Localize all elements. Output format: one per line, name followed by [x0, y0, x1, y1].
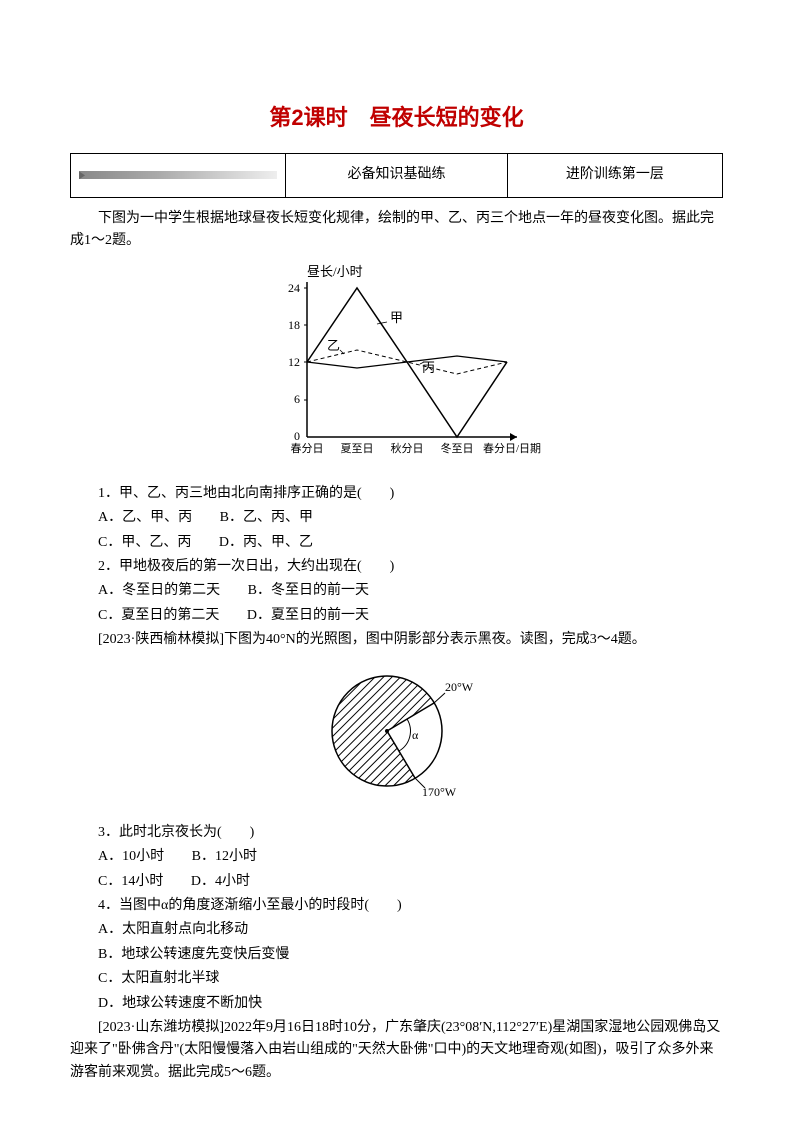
ytick-18: 18	[288, 318, 300, 332]
q3-options-row1: A．10小时 B．12小时	[70, 846, 723, 868]
q3-optB: B．12小时	[192, 849, 257, 864]
page-title: 第2课时 昼夜长短的变化	[70, 100, 723, 135]
q2-optB: B．冬至日的前一天	[248, 583, 369, 598]
q3-stem: 3．此时北京夜长为( )	[70, 822, 723, 844]
header-cell-center: 必备知识基础练	[286, 154, 508, 197]
ytick-24: 24	[288, 281, 300, 295]
alpha-label: α	[412, 728, 419, 742]
q3-optD: D．4小时	[191, 874, 250, 889]
q4-optC: C．太阳直射北半球	[70, 968, 723, 990]
q1-optA: A．乙、甲、丙	[98, 510, 192, 525]
q1-optB: B．乙、丙、甲	[220, 510, 313, 525]
xtick-3: 冬至日	[440, 441, 473, 455]
label-20w: 20°W	[445, 680, 474, 694]
q2-optD: D．夏至日的前一天	[247, 608, 369, 623]
day-night-chart: 昼长/小时 24 18 12 6 0 甲 乙 丙 春分日 夏至日 秋分日 冬至日…	[70, 262, 723, 470]
q2-optA: A．冬至日的第二天	[98, 583, 220, 598]
header-cell-gradient	[71, 154, 286, 197]
q2-options-row2: C．夏至日的第二天 D．夏至日的前一天	[70, 605, 723, 627]
ytick-0: 0	[294, 429, 300, 443]
ytick-6: 6	[294, 392, 300, 406]
q2-optC: C．夏至日的第二天	[98, 608, 219, 623]
q1-options-row2: C．甲、乙、丙 D．丙、甲、乙	[70, 532, 723, 554]
ytick-12: 12	[288, 355, 300, 369]
q3-options-row2: C．14小时 D．4小时	[70, 871, 723, 893]
label-jia: 甲	[390, 310, 403, 325]
xtick-4: 春分日/日期	[482, 442, 540, 455]
q4-optB: B．地球公转速度先变快后变慢	[70, 944, 723, 966]
header-table: 必备知识基础练 进阶训练第一层	[70, 153, 723, 197]
q4-stem: 4．当图中α的角度逐渐缩小至最小的时段时( )	[70, 895, 723, 917]
gradient-bar	[79, 171, 277, 179]
q3-optC: C．14小时	[98, 874, 163, 889]
intro-1: 下图为一中学生根据地球昼夜长短变化规律，绘制的甲、乙、丙三个地点一年的昼夜变化图…	[70, 208, 723, 253]
q2-stem: 2．甲地极夜后的第一次日出，大约出现在( )	[70, 556, 723, 578]
y-axis-label: 昼长/小时	[307, 264, 363, 279]
label-yi: 乙	[327, 338, 340, 353]
q1-stem: 1．甲、乙、丙三地由北向南排序正确的是( )	[70, 483, 723, 505]
xtick-0: 春分日	[290, 442, 323, 455]
q1-optC: C．甲、乙、丙	[98, 535, 191, 550]
xtick-1: 夏至日	[340, 442, 373, 455]
q2-options-row1: A．冬至日的第二天 B．冬至日的前一天	[70, 580, 723, 602]
q3-optA: A．10小时	[98, 849, 164, 864]
q4-optD: D．地球公转速度不断加快	[70, 993, 723, 1015]
header-cell-right: 进阶训练第一层	[507, 154, 722, 197]
intro-2: [2023·陕西榆林模拟]下图为40°N的光照图，图中阴影部分表示黑夜。读图，完…	[70, 629, 723, 651]
intro-3: [2023·山东潍坊模拟]2022年9月16日18时10分，广东肇庆(23°08…	[70, 1017, 723, 1084]
xtick-2: 秋分日	[390, 441, 423, 455]
q1-options-row1: A．乙、甲、丙 B．乙、丙、甲	[70, 507, 723, 529]
q1-optD: D．丙、甲、乙	[219, 535, 313, 550]
light-diagram: α 20°W 170°W	[70, 661, 723, 809]
label-170w: 170°W	[422, 785, 457, 799]
q4-optA: A．太阳直射点向北移动	[70, 919, 723, 941]
